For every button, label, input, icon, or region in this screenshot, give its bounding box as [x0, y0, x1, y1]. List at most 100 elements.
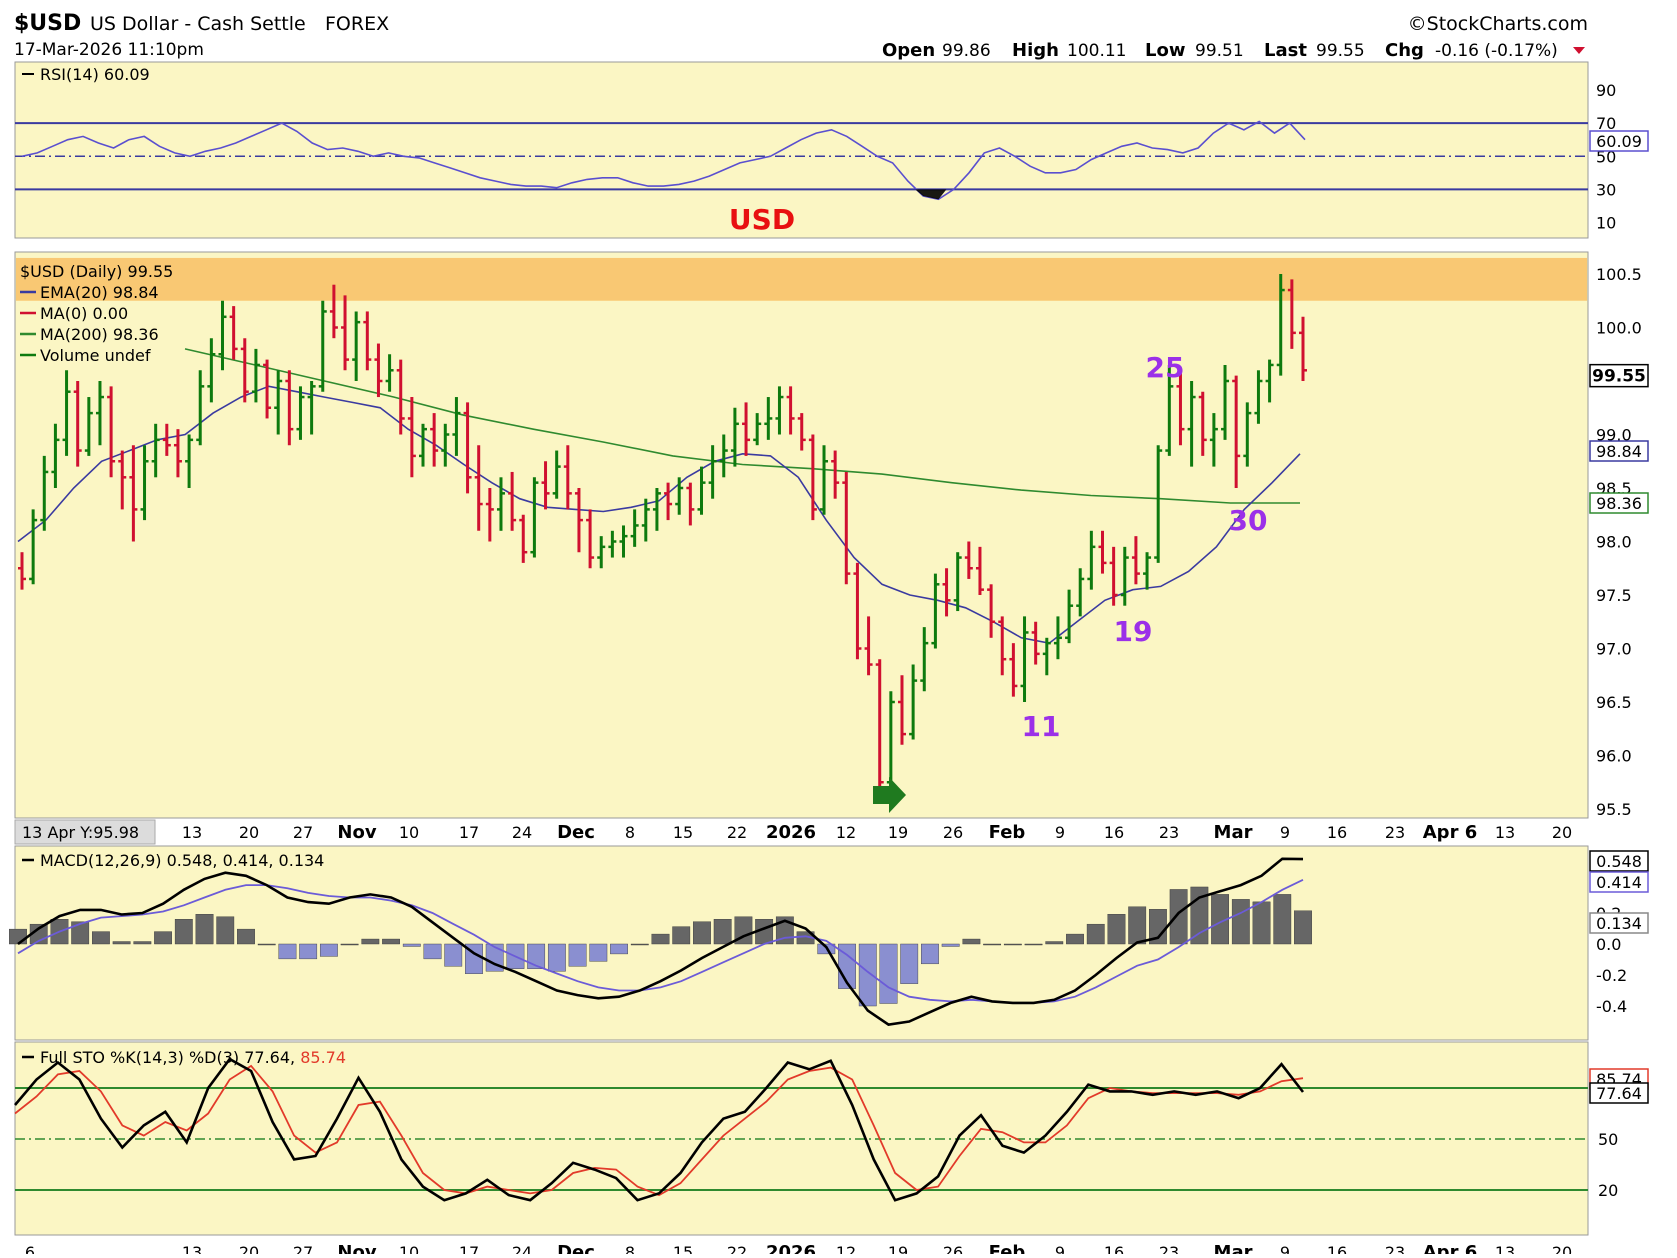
date-tick: 12	[836, 823, 856, 842]
rsi-tick: 10	[1596, 214, 1616, 233]
price-last-label: 99.55	[1592, 367, 1646, 387]
date-tick-bottom: 24	[512, 1243, 532, 1254]
annotation-19: 19	[1114, 615, 1153, 648]
price-bar	[140, 445, 149, 521]
date-tick: 19	[888, 823, 908, 842]
high-value: 100.11	[1067, 41, 1126, 61]
macd-histogram-bar	[71, 921, 90, 945]
open-value: 99.86	[942, 41, 991, 61]
price-bar	[708, 445, 717, 499]
date-tick: 22	[727, 823, 747, 842]
price-bar	[953, 552, 962, 612]
macd-histogram-bar	[174, 919, 193, 945]
date-tick: 15	[673, 823, 693, 842]
price-bar	[820, 445, 829, 515]
macd-histogram-bar	[1086, 923, 1105, 945]
price-bar	[630, 509, 639, 547]
rsi-tick: 70	[1596, 114, 1616, 133]
date-tick: 9	[1055, 823, 1065, 842]
date-tick: 8	[625, 823, 635, 842]
macd-histogram-bar	[858, 943, 877, 1007]
annotation-30: 30	[1229, 504, 1268, 537]
macd-last-label: 0.548	[1596, 852, 1642, 871]
rsi-tick: 50	[1596, 147, 1616, 166]
price-bar	[62, 370, 71, 456]
price-bar	[1087, 530, 1096, 590]
date-tick: Mar	[1214, 822, 1253, 843]
date-tick-bottom: 10	[399, 1243, 419, 1254]
price-bar	[742, 402, 751, 456]
macd-histogram-bar	[257, 943, 276, 946]
date-tick-bottom: 23	[1385, 1243, 1405, 1254]
price-bar	[463, 402, 472, 494]
datetime: 17-Mar-2026 11:10pm	[14, 40, 204, 60]
price-legend-item: MA(0) 0.00	[40, 304, 128, 323]
annotation-25: 25	[1146, 351, 1185, 384]
date-tick: 26	[943, 823, 963, 842]
date-tick: 10	[399, 823, 419, 842]
usd-annotation: USD	[729, 203, 795, 236]
ma200-last-label: 98.36	[1596, 494, 1642, 513]
chg-label: Chg	[1385, 40, 1424, 61]
signal-last-label: 0.414	[1596, 873, 1642, 892]
date-tick-bottom: 12	[836, 1243, 856, 1254]
date-tick-bottom: 9	[1055, 1243, 1065, 1254]
price-bar	[474, 445, 483, 531]
price-bar	[730, 407, 739, 467]
price-bar	[396, 359, 405, 435]
low-value: 99.51	[1195, 41, 1244, 61]
macd-histogram-bar	[1169, 889, 1188, 945]
price-bar	[185, 434, 194, 488]
price-tick: 96.5	[1596, 693, 1632, 712]
price-bar	[1120, 546, 1129, 606]
price-bar	[1198, 391, 1207, 456]
date-tick-bottom: 17	[459, 1243, 479, 1254]
price-bar	[853, 562, 862, 660]
exchange: FOREX	[325, 13, 389, 35]
price-bar	[263, 359, 272, 419]
sto-k-last-label-box	[1589, 1082, 1649, 1104]
macd-histogram-bar	[921, 943, 939, 965]
price-bar	[641, 498, 650, 542]
open-label: Open	[882, 40, 935, 61]
date-tick-bottom: 2026	[766, 1242, 816, 1254]
date-tick: 27	[293, 823, 313, 842]
macd-histogram-bar	[568, 943, 587, 967]
macd-last-label-box	[1589, 850, 1649, 872]
date-tick-bottom: Feb	[989, 1242, 1026, 1254]
macd-histogram-bar	[278, 943, 297, 960]
price-bar	[931, 573, 940, 649]
price-bar	[586, 509, 595, 569]
price-tick: 100.0	[1596, 319, 1642, 338]
price-bar	[1154, 445, 1163, 563]
date-tick: 20	[239, 823, 259, 842]
macd-histogram-bar	[1294, 910, 1312, 945]
price-bar	[307, 381, 316, 435]
price-bar	[1176, 370, 1185, 446]
ma200-last-label-box	[1589, 492, 1649, 514]
hist-last-label-box	[1589, 912, 1649, 934]
date-tick: 20	[1552, 823, 1572, 842]
price-bar	[675, 477, 684, 515]
date-tick-bottom: 23	[1159, 1243, 1179, 1254]
price-legend-title: $USD (Daily) 99.55	[20, 262, 173, 281]
date-tick-bottom: 19	[888, 1243, 908, 1254]
price-bar	[452, 397, 461, 456]
date-tick: 13	[182, 823, 202, 842]
macd-histogram-bar	[1273, 894, 1292, 945]
macd-histogram-bar	[195, 914, 214, 945]
price-bar	[1232, 375, 1241, 488]
resistance-zone	[16, 257, 1587, 301]
price-bar	[352, 311, 361, 381]
price-bar	[151, 423, 160, 478]
date-tick: Dec	[557, 822, 595, 843]
price-bar	[1009, 643, 1018, 697]
macd-tick: -0.4	[1596, 997, 1627, 1016]
date-tick: 16	[1327, 823, 1347, 842]
date-tick: 9	[1280, 823, 1290, 842]
date-tick-bottom: 20	[239, 1243, 259, 1254]
macd-histogram-bar	[589, 943, 608, 962]
macd-histogram-bar	[1231, 899, 1250, 945]
macd-histogram-bar	[1066, 933, 1084, 945]
